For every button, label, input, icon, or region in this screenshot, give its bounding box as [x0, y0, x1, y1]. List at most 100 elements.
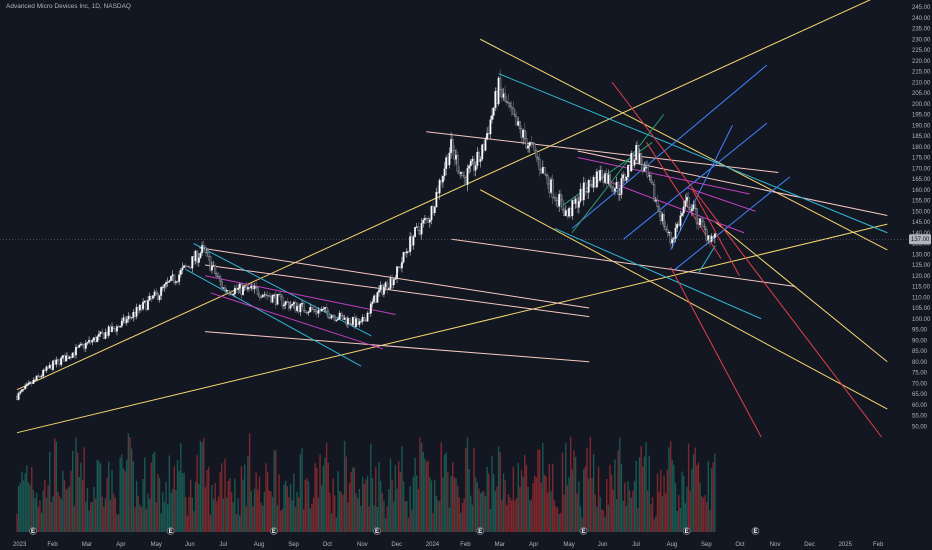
- candle-body: [656, 200, 659, 208]
- candle-body: [618, 194, 621, 196]
- volume-bar: [440, 442, 442, 532]
- candle-body: [535, 150, 538, 158]
- candle-body: [324, 307, 326, 309]
- volume-bar: [286, 486, 288, 532]
- candle-body: [58, 359, 61, 365]
- price-tick-label: 235.00: [912, 27, 931, 33]
- volume-bar: [538, 449, 541, 532]
- candle-body: [509, 102, 512, 108]
- volume-bar: [130, 448, 133, 532]
- candle-body: [35, 375, 38, 381]
- candle-body: [273, 294, 276, 296]
- candle-body: [663, 214, 665, 227]
- candle-body: [276, 293, 279, 305]
- candle-body: [130, 317, 133, 319]
- candle-body: [240, 283, 243, 295]
- candle-body: [384, 282, 387, 288]
- candle-body: [63, 355, 66, 362]
- candle-body: [165, 282, 168, 285]
- candle-body: [222, 287, 225, 289]
- candle-body: [595, 171, 598, 188]
- volume-bar: [568, 476, 570, 532]
- volume-bar: [653, 519, 655, 532]
- volume-bar: [216, 501, 218, 532]
- candle-body: [150, 295, 153, 299]
- candle-body: [692, 204, 695, 210]
- volume-bar: [452, 462, 454, 532]
- volume-bar: [473, 447, 475, 532]
- volume-bar: [527, 486, 529, 532]
- trend-line: [577, 157, 750, 195]
- candle-body: [559, 193, 562, 201]
- time-axis[interactable]: 2023 Feb Mar Apr May Jun Jul Aug Sep Oct Nov Dec 202…: [0, 538, 932, 550]
- volume-bar: [710, 468, 713, 532]
- volume-bar: [712, 461, 714, 532]
- volume-bar: [101, 496, 103, 532]
- price-tick-label: 210.00: [912, 80, 931, 86]
- candle-body: [394, 278, 397, 280]
- earnings-event-circle: [166, 527, 175, 535]
- candle-body: [553, 197, 556, 199]
- volume-bar: [289, 484, 292, 532]
- earnings-event-circle: [476, 527, 485, 535]
- candle-body: [297, 306, 300, 313]
- candle-body: [25, 384, 28, 387]
- candle-body: [482, 144, 485, 151]
- volume-bar: [337, 471, 339, 532]
- candle-body: [174, 281, 177, 283]
- candle-body: [168, 280, 171, 283]
- candle-body: [96, 336, 99, 343]
- volume-bar: [506, 505, 508, 532]
- candle-body: [504, 93, 507, 102]
- trend-line: [204, 264, 590, 318]
- volume-bar: [227, 480, 230, 532]
- candle-body: [184, 265, 187, 267]
- earnings-event: E: [269, 527, 278, 535]
- volume-bar: [275, 450, 277, 532]
- price-tick-label: 100.00: [912, 317, 931, 323]
- candle-body: [299, 303, 302, 313]
- candle-body: [258, 294, 261, 298]
- earnings-event-label: E: [753, 529, 757, 535]
- candle-body: [204, 247, 207, 253]
- candle-body: [415, 226, 418, 228]
- volume-bar: [529, 500, 531, 532]
- price-tick-label: 110.00: [912, 295, 931, 301]
- candle-body: [181, 267, 184, 271]
- candle-body: [579, 189, 582, 202]
- volume-bar: [53, 438, 56, 532]
- volume-bar: [556, 507, 559, 532]
- time-tick-label: Jun: [598, 542, 608, 548]
- volume-bar: [31, 467, 33, 532]
- candle-body: [346, 318, 349, 325]
- volume-bar: [655, 516, 657, 532]
- price-axis[interactable]: 245.00 240.00 235.00 230.00 225.00 220.00 215.…: [908, 0, 932, 550]
- volume-bar: [49, 451, 51, 532]
- time-tick-label: Dec: [804, 542, 815, 548]
- candle-body: [649, 175, 652, 183]
- volume-bar: [201, 442, 203, 532]
- volume-bar: [65, 489, 67, 532]
- candle-body: [659, 211, 662, 222]
- volume-bar: [196, 455, 198, 532]
- candle-body: [689, 207, 692, 212]
- candle-body: [286, 301, 289, 303]
- volume-bar: [435, 495, 438, 532]
- volume-bar: [591, 477, 593, 532]
- candle-body: [248, 287, 251, 289]
- candle-body: [527, 145, 530, 149]
- volume-bar: [50, 501, 53, 532]
- volume-bar: [24, 473, 26, 532]
- volume-bar: [250, 491, 252, 532]
- candle-body: [337, 318, 340, 321]
- candle-body: [350, 323, 353, 325]
- drawing-lines-layer[interactable]: [16, 0, 888, 438]
- volume-bar: [94, 498, 97, 532]
- candle-body: [568, 208, 570, 217]
- volume-bar: [393, 501, 395, 532]
- candle-body: [419, 230, 421, 235]
- candle-body: [446, 157, 449, 166]
